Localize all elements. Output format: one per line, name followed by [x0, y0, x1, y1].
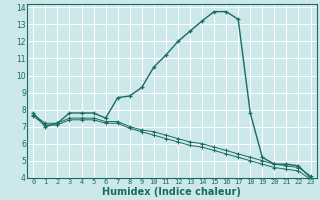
X-axis label: Humidex (Indice chaleur): Humidex (Indice chaleur)	[102, 187, 241, 197]
